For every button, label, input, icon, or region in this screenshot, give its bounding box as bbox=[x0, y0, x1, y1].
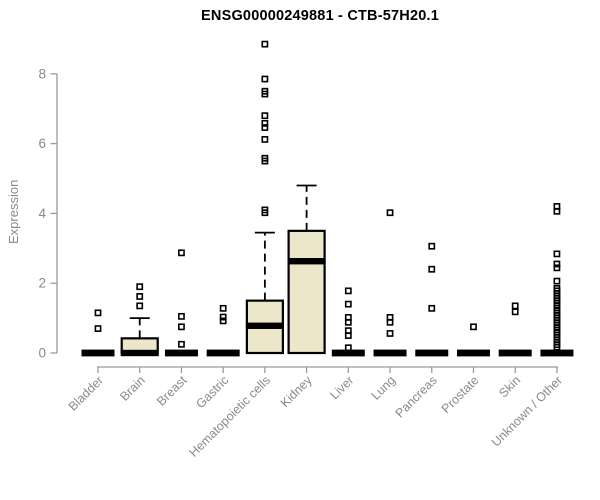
outlier-point bbox=[553, 260, 561, 268]
x-tick-label: Breast bbox=[154, 373, 190, 409]
outlier-point bbox=[553, 264, 561, 272]
x-tick-label: Hematopoietic cells bbox=[186, 373, 273, 460]
outlier-point bbox=[178, 340, 185, 348]
outlier-point bbox=[428, 242, 436, 250]
outlier-point bbox=[261, 90, 269, 98]
outlier-point bbox=[553, 277, 561, 285]
collapsed-box bbox=[373, 349, 407, 357]
outlier-point bbox=[428, 304, 436, 312]
outlier-point bbox=[136, 283, 144, 291]
outlier-point bbox=[136, 302, 144, 310]
outlier-point bbox=[94, 309, 102, 317]
x-tick-label: Brain bbox=[117, 373, 148, 404]
x-tick-label: Prostate bbox=[439, 373, 482, 416]
outlier-point bbox=[261, 40, 269, 48]
outlier-point bbox=[178, 312, 185, 320]
collapsed-box bbox=[206, 349, 240, 357]
collapsed-box bbox=[81, 349, 115, 357]
outlier-point bbox=[511, 308, 519, 316]
y-tick-label: 8 bbox=[38, 66, 46, 81]
y-tick-label: 2 bbox=[38, 276, 46, 291]
outlier-point bbox=[261, 209, 269, 217]
y-tick-label: 6 bbox=[38, 136, 46, 151]
outlier-point bbox=[553, 207, 561, 215]
median-line bbox=[245, 322, 284, 329]
collapsed-box bbox=[498, 349, 532, 357]
x-tick-label: Gastric bbox=[193, 373, 231, 411]
outlier-point bbox=[386, 318, 394, 326]
outlier-point bbox=[219, 317, 227, 325]
x-tick-label: Skin bbox=[496, 373, 523, 400]
outlier-point bbox=[344, 300, 352, 308]
y-tick-label: 4 bbox=[38, 206, 46, 221]
outlier-point bbox=[261, 75, 269, 83]
outlier-point bbox=[136, 293, 144, 300]
outlier-point bbox=[261, 124, 269, 131]
outlier-point bbox=[94, 325, 102, 332]
collapsed-box bbox=[456, 349, 490, 357]
outlier-point bbox=[553, 250, 561, 258]
outlier-point bbox=[470, 323, 477, 331]
box bbox=[287, 229, 326, 355]
outlier-point bbox=[386, 330, 394, 337]
x-tick-label: Kidney bbox=[278, 373, 315, 410]
x-tick-label: Lung bbox=[369, 373, 399, 403]
collapsed-box bbox=[415, 349, 449, 357]
outlier-point bbox=[178, 249, 185, 257]
y-axis-label: Expression bbox=[6, 179, 21, 244]
x-tick-label: Liver bbox=[327, 373, 356, 402]
collapsed-box bbox=[331, 349, 365, 357]
collapsed-box bbox=[164, 349, 198, 357]
outlier-point bbox=[344, 332, 352, 339]
outlier-point bbox=[261, 136, 269, 143]
outlier-point bbox=[344, 287, 352, 295]
outlier-point bbox=[261, 157, 269, 165]
y-tick-label: 0 bbox=[38, 346, 46, 361]
outlier-point bbox=[386, 209, 394, 217]
outlier-point bbox=[178, 323, 185, 331]
outlier-point bbox=[261, 112, 269, 120]
outlier-point bbox=[261, 119, 269, 127]
x-tick-label: Unknown / Other bbox=[489, 373, 565, 449]
median-line bbox=[120, 349, 159, 357]
x-tick-label: Pancreas bbox=[393, 373, 440, 420]
outlier-point bbox=[344, 344, 352, 352]
outlier-point bbox=[344, 318, 352, 326]
x-tick-label: Bladder bbox=[66, 373, 106, 413]
outlier-point bbox=[511, 302, 519, 310]
collapsed-box bbox=[540, 349, 574, 357]
outlier-point bbox=[219, 304, 227, 312]
outlier-point bbox=[553, 343, 561, 351]
outlier-point bbox=[428, 265, 436, 273]
outlier-point bbox=[219, 313, 227, 321]
median-line bbox=[287, 258, 326, 265]
chart-title: ENSG00000249881 - CTB-57H20.1 bbox=[201, 8, 439, 24]
